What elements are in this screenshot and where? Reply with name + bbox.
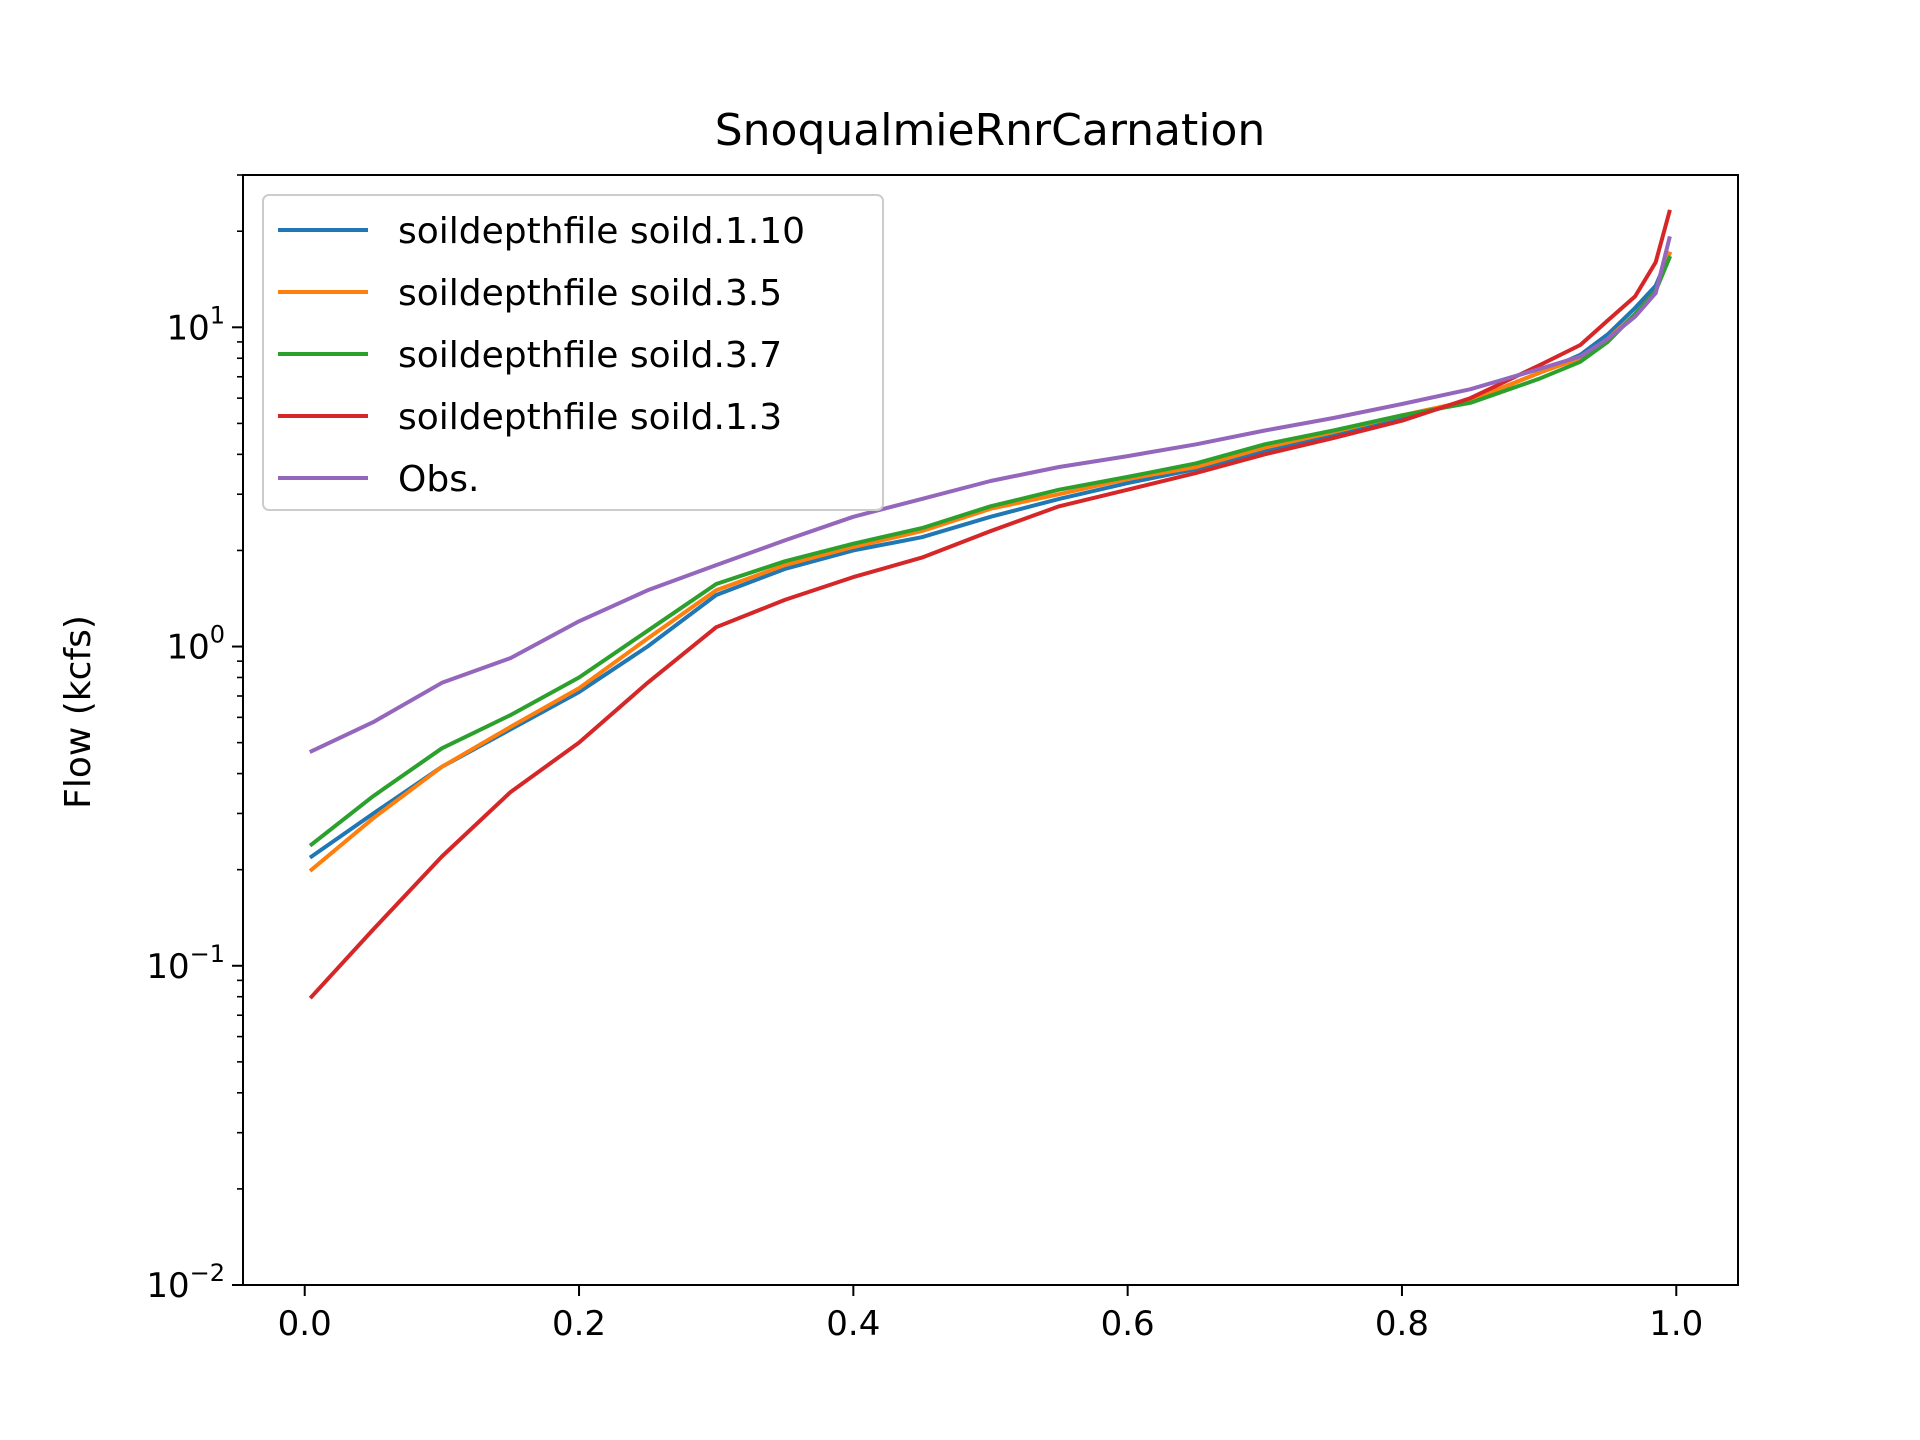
x-tick-label: 1.0 <box>1649 1304 1703 1344</box>
legend: soildepthfile soild.1.10 soildepthfile so… <box>262 194 884 511</box>
x-tick-label: 0.2 <box>552 1304 606 1344</box>
x-tick-label: 0.0 <box>278 1304 332 1344</box>
x-tick-label: 0.6 <box>1101 1304 1155 1344</box>
x-axis: 0.0 0.2 0.4 0.6 0.8 1.0 <box>278 1285 1703 1344</box>
legend-label: soildepthfile soild.1.3 <box>398 397 782 438</box>
y-tick-label: 10−2 <box>146 1259 225 1306</box>
x-tick-label: 0.8 <box>1375 1304 1429 1344</box>
legend-label: soildepthfile soild.3.5 <box>398 273 782 314</box>
y-tick-label: 10−1 <box>146 940 225 987</box>
x-tick-label: 0.4 <box>826 1304 880 1344</box>
y-tick-base: 10 <box>166 308 209 348</box>
series-line-5 <box>308 235 1672 754</box>
y-tick-exponent: 1 <box>210 301 225 329</box>
y-tick-base: 10 <box>146 947 189 987</box>
y-tick-exponent: −2 <box>190 1259 225 1287</box>
series-layer <box>308 209 1673 1000</box>
legend-label: soildepthfile soild.3.7 <box>398 335 782 376</box>
y-tick-exponent: 0 <box>210 621 225 649</box>
y-tick-label: 101 <box>166 301 225 348</box>
plot-frame <box>242 174 1739 1286</box>
y-axis-label: Flow (kcfs) <box>58 615 99 809</box>
series-line-4 <box>308 209 1672 1000</box>
y-tick-base: 10 <box>166 628 209 668</box>
chart-title: SnoqualmieRnrCarnation <box>715 105 1266 156</box>
y-tick-exponent: −1 <box>190 940 225 968</box>
legend-label: soildepthfile soild.1.10 <box>398 211 805 252</box>
legend-label: Obs. <box>398 459 479 500</box>
y-tick-base: 10 <box>146 1266 189 1306</box>
legend-box <box>262 194 884 511</box>
series-line-3 <box>308 255 1673 848</box>
y-tick-label: 100 <box>166 621 225 668</box>
